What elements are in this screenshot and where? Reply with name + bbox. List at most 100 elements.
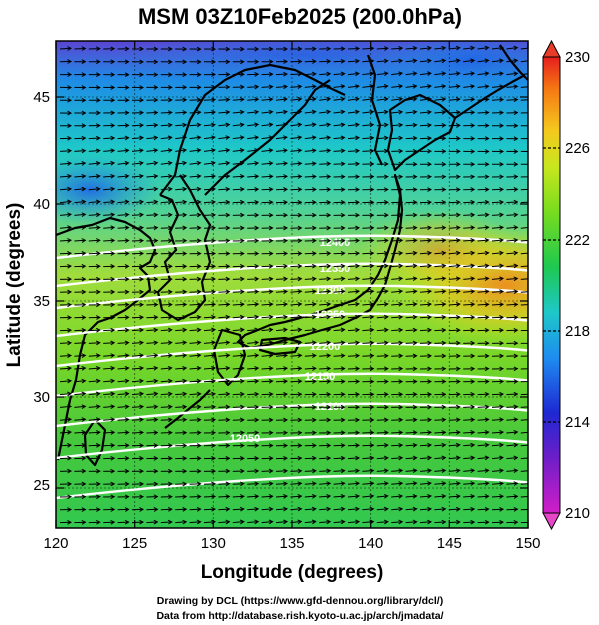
wind-arrow <box>419 327 433 333</box>
wind-arrow <box>333 417 346 423</box>
wind-arrow <box>319 404 332 410</box>
wind-arrow <box>520 238 528 242</box>
wind-arrow <box>146 59 159 65</box>
wind-arrow <box>376 519 389 525</box>
wind-arrow <box>304 46 317 52</box>
wind-arrow <box>261 302 274 307</box>
wind-arrow <box>146 72 159 78</box>
wind-arrow <box>117 494 130 500</box>
wind-arrow <box>160 507 173 512</box>
wind-arrow <box>434 109 447 115</box>
wind-arrow <box>520 417 528 421</box>
wind-arrow <box>88 135 101 141</box>
wind-arrow <box>506 481 519 486</box>
wind-arrow <box>59 123 73 129</box>
wind-arrow <box>448 340 461 346</box>
wind-arrow <box>247 378 260 384</box>
wind-arrow <box>232 494 245 499</box>
wind-arrow <box>275 417 289 423</box>
wind-arrow <box>117 238 130 244</box>
wind-arrow <box>506 225 519 230</box>
wind-arrow <box>405 200 418 205</box>
wind-arrow <box>59 276 73 282</box>
wind-arrow <box>203 186 217 192</box>
wind-arrow <box>103 340 116 346</box>
wind-arrow <box>405 314 418 320</box>
wind-arrow <box>103 97 116 103</box>
contour-label: 12400 <box>320 237 351 249</box>
wind-arrow <box>405 187 418 192</box>
wind-arrow <box>261 161 274 166</box>
wind-arrow <box>506 276 519 282</box>
wind-arrow <box>463 379 476 384</box>
wind-arrow <box>319 519 332 525</box>
wind-arrow <box>491 199 505 205</box>
wind-arrow <box>419 481 432 486</box>
wind-arrow <box>333 161 346 167</box>
wind-arrow <box>434 327 447 333</box>
wind-arrow <box>448 212 461 218</box>
wind-arrow <box>218 199 231 205</box>
wind-arrow <box>275 109 288 115</box>
y-tick-label: 40 <box>33 196 50 213</box>
wind-arrow <box>275 494 289 499</box>
wind-arrow <box>189 378 202 384</box>
wind-arrow <box>131 238 145 244</box>
wind-arrow <box>448 238 461 243</box>
wind-arrow <box>319 301 332 307</box>
wind-arrow <box>247 481 260 487</box>
wind-arrow <box>175 507 188 512</box>
wind-arrow <box>203 430 217 436</box>
wind-arrow <box>117 455 130 461</box>
wind-arrow <box>319 251 332 256</box>
wind-arrow <box>146 443 159 448</box>
wind-arrow <box>290 366 303 371</box>
wind-arrow <box>160 186 173 192</box>
wind-arrow <box>74 85 87 90</box>
wind-arrow <box>160 430 173 436</box>
wind-arrow <box>463 250 476 256</box>
wind-arrow <box>218 225 231 231</box>
wind-arrow <box>175 46 188 52</box>
wind-arrow <box>520 213 528 216</box>
wind-arrow <box>391 417 404 423</box>
wind-arrow <box>405 96 418 102</box>
wind-arrow <box>319 430 332 436</box>
wind-arrow <box>434 97 447 102</box>
wind-arrow <box>391 187 404 192</box>
wind-arrow <box>261 327 274 333</box>
wind-arrow <box>333 122 346 128</box>
wind-arrow <box>362 430 375 436</box>
wind-arrow <box>405 109 418 115</box>
wind-arrow <box>304 379 317 384</box>
wind-arrow <box>261 481 274 487</box>
wind-arrow <box>376 430 389 436</box>
wind-arrow <box>362 96 375 102</box>
wind-arrow <box>131 173 144 179</box>
wind-arrow <box>175 97 188 103</box>
wind-arrow <box>117 289 130 295</box>
wind-arrow <box>189 46 202 52</box>
wind-arrow <box>103 160 116 166</box>
contour-label: 12050 <box>230 433 261 445</box>
wind-arrow <box>203 84 217 90</box>
wind-arrow <box>146 519 159 525</box>
wind-arrow <box>434 122 447 128</box>
wind-arrow <box>391 353 404 359</box>
wind-arrow <box>333 58 346 64</box>
wind-arrow <box>189 468 202 474</box>
wind-arrow <box>131 327 145 333</box>
wind-arrow <box>376 404 389 410</box>
wind-arrow <box>491 340 505 346</box>
wind-arrow <box>117 276 130 282</box>
wind-arrow <box>74 186 87 192</box>
wind-arrow <box>59 238 73 243</box>
x-axis-ticks <box>55 41 529 528</box>
wind-arrow <box>477 442 490 448</box>
wind-arrow <box>247 327 260 333</box>
wind-arrow <box>448 263 461 269</box>
wind-arrow <box>434 187 447 192</box>
wind-arrow <box>290 430 303 436</box>
wind-arrow <box>405 340 418 346</box>
wind-arrow <box>175 148 188 153</box>
